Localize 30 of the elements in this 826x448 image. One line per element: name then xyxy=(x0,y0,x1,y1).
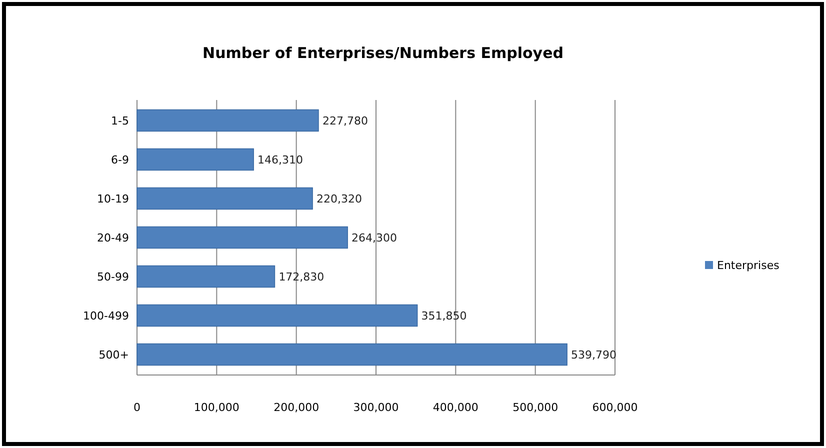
x-tick-label: 0 xyxy=(134,401,140,414)
y-tick-label: 1-5 xyxy=(111,114,129,128)
x-tick-label: 300,000 xyxy=(353,401,399,414)
bar xyxy=(136,265,276,288)
legend-label: Enterprises xyxy=(717,258,780,272)
data-label: 172,830 xyxy=(278,270,324,284)
x-tick-label: 600,000 xyxy=(592,401,638,414)
bar xyxy=(136,226,348,249)
x-tick-label: 200,000 xyxy=(274,401,320,414)
bar xyxy=(136,148,254,171)
y-tick-label: 50-99 xyxy=(97,270,129,284)
y-tick-label: 100-499 xyxy=(83,309,129,322)
data-label: 220,320 xyxy=(316,192,362,206)
data-label: 539,790 xyxy=(571,348,617,362)
y-tick-label: 20-49 xyxy=(97,231,129,244)
y-tick-label: 6-9 xyxy=(111,153,129,166)
data-label: 227,780 xyxy=(322,114,368,128)
bar xyxy=(136,187,313,210)
data-label: 264,300 xyxy=(352,231,398,244)
bar xyxy=(136,343,568,366)
y-tick-label: 10-19 xyxy=(97,192,129,206)
chart-title: Number of Enterprises/Numbers Employed xyxy=(202,44,564,62)
x-tick-label: 400,000 xyxy=(432,401,478,414)
y-tick-label: 500+ xyxy=(98,348,129,362)
bar xyxy=(136,109,319,132)
x-tick-label: 100,000 xyxy=(194,401,240,414)
bar xyxy=(136,304,418,327)
data-label: 146,310 xyxy=(258,153,304,166)
x-tick-label: 500,000 xyxy=(512,401,558,414)
data-label: 351,850 xyxy=(421,309,467,322)
